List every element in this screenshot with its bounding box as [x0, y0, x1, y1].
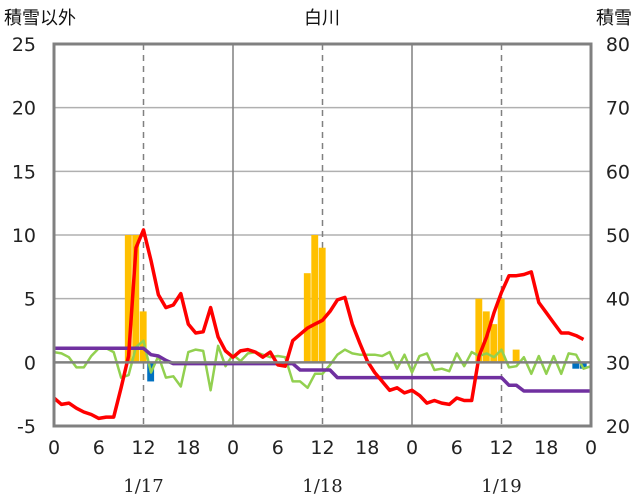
bar	[475, 298, 483, 363]
right-tick-label: 50	[606, 225, 630, 247]
hour-tick-label: 18	[176, 437, 200, 459]
date-label: 1/17	[123, 476, 163, 497]
right-y-axis: 20 30 40 50 60 70 80	[606, 34, 630, 438]
right-tick-label: 20	[606, 416, 630, 438]
line-series	[52, 228, 592, 421]
hour-tick-label: 12	[310, 437, 334, 459]
right-tick-label: 80	[606, 34, 630, 56]
date-label: 1/19	[481, 476, 521, 497]
bar	[490, 324, 498, 363]
hour-tick-label: 0	[227, 437, 239, 459]
chart-title: 白川	[304, 8, 340, 29]
bar	[318, 247, 326, 363]
bar-series	[124, 235, 587, 382]
right-tick-label: 30	[606, 352, 630, 374]
right-tick-label: 60	[606, 161, 630, 183]
bar	[579, 362, 587, 369]
plot-frame	[52, 42, 593, 428]
bar	[139, 311, 147, 363]
bar	[124, 235, 132, 363]
hour-tick-label: 0	[48, 437, 60, 459]
left-tick-label: 10	[12, 225, 36, 247]
right-tick-label: 70	[606, 98, 630, 120]
bar	[512, 349, 520, 363]
hour-tick-label: 18	[355, 437, 379, 459]
bar	[303, 273, 311, 363]
left-tick-label: 0	[24, 352, 36, 374]
hour-tick-label: 6	[451, 437, 463, 459]
series-line	[54, 346, 591, 393]
date-label: 1/18	[302, 476, 342, 497]
bar	[497, 298, 505, 363]
left-tick-label: 25	[12, 34, 36, 56]
series-line	[53, 339, 592, 392]
series-line	[52, 228, 585, 421]
hour-tick-label: 6	[272, 437, 284, 459]
left-tick-label: -5	[17, 416, 36, 438]
hour-tick-label: 18	[534, 437, 558, 459]
bar	[132, 235, 140, 363]
right-axis-title: 積雪	[596, 8, 632, 29]
hour-tick-label: 6	[93, 437, 105, 459]
left-tick-label: 15	[12, 161, 36, 183]
left-axis-title: 積雪以外	[4, 8, 76, 29]
hour-tick-label: 12	[131, 437, 155, 459]
left-tick-label: 20	[12, 98, 36, 120]
bar	[572, 362, 580, 369]
x-axis: 0 6 12 18 0 6 12 18 0 6 12 18 0 1/17 1/18 1/19	[48, 437, 597, 497]
hour-tick-label: 12	[489, 437, 513, 459]
hour-tick-label: 0	[406, 437, 418, 459]
hour-tick-label: 0	[585, 437, 597, 459]
right-tick-label: 40	[606, 289, 630, 311]
bar	[311, 235, 319, 363]
left-y-axis: -5 0 5 10 15 20 25	[12, 34, 36, 438]
left-tick-label: 5	[24, 289, 36, 311]
